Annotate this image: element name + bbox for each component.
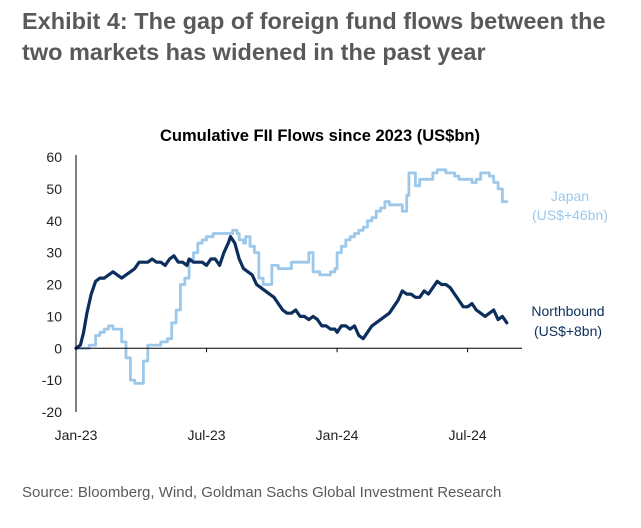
x-axis: Jan-23 Jul-23 Jan-24 Jul-24 (55, 348, 487, 443)
series-line-northbound (74, 235, 509, 350)
series-line-japan (74, 168, 509, 385)
y-tick-label: -10 (42, 372, 62, 388)
japan-label: Japan (551, 188, 589, 204)
japan-value-label: (US$+46bn) (532, 207, 608, 223)
y-tick-label: 30 (46, 245, 62, 261)
northbound-label: Northbound (531, 303, 604, 319)
exhibit-title: Exhibit 4: The gap of foreign fund flows… (22, 8, 606, 65)
plot-area (74, 168, 509, 385)
x-tick-label: Jan-24 (316, 427, 359, 443)
northbound-value-label: (US$+8bn) (534, 323, 602, 339)
x-tick-label: Jul-23 (187, 427, 225, 443)
y-tick-label: 50 (46, 181, 62, 197)
y-tick-label: 0 (54, 340, 62, 356)
x-tick-label: Jan-23 (55, 427, 98, 443)
y-tick-label: -20 (42, 404, 62, 420)
y-tick-label: 40 (46, 213, 62, 229)
chart-title: Cumulative FII Flows since 2023 (US$bn) (160, 127, 480, 145)
x-tick-label: Jul-24 (449, 427, 487, 443)
y-axis: -20 -10 0 10 20 30 40 50 60 (42, 149, 62, 420)
y-tick-label: 20 (46, 277, 62, 293)
y-tick-label: 10 (46, 308, 62, 324)
y-tick-label: 60 (46, 149, 62, 165)
source-note: Source: Bloomberg, Wind, Goldman Sachs G… (22, 484, 502, 501)
